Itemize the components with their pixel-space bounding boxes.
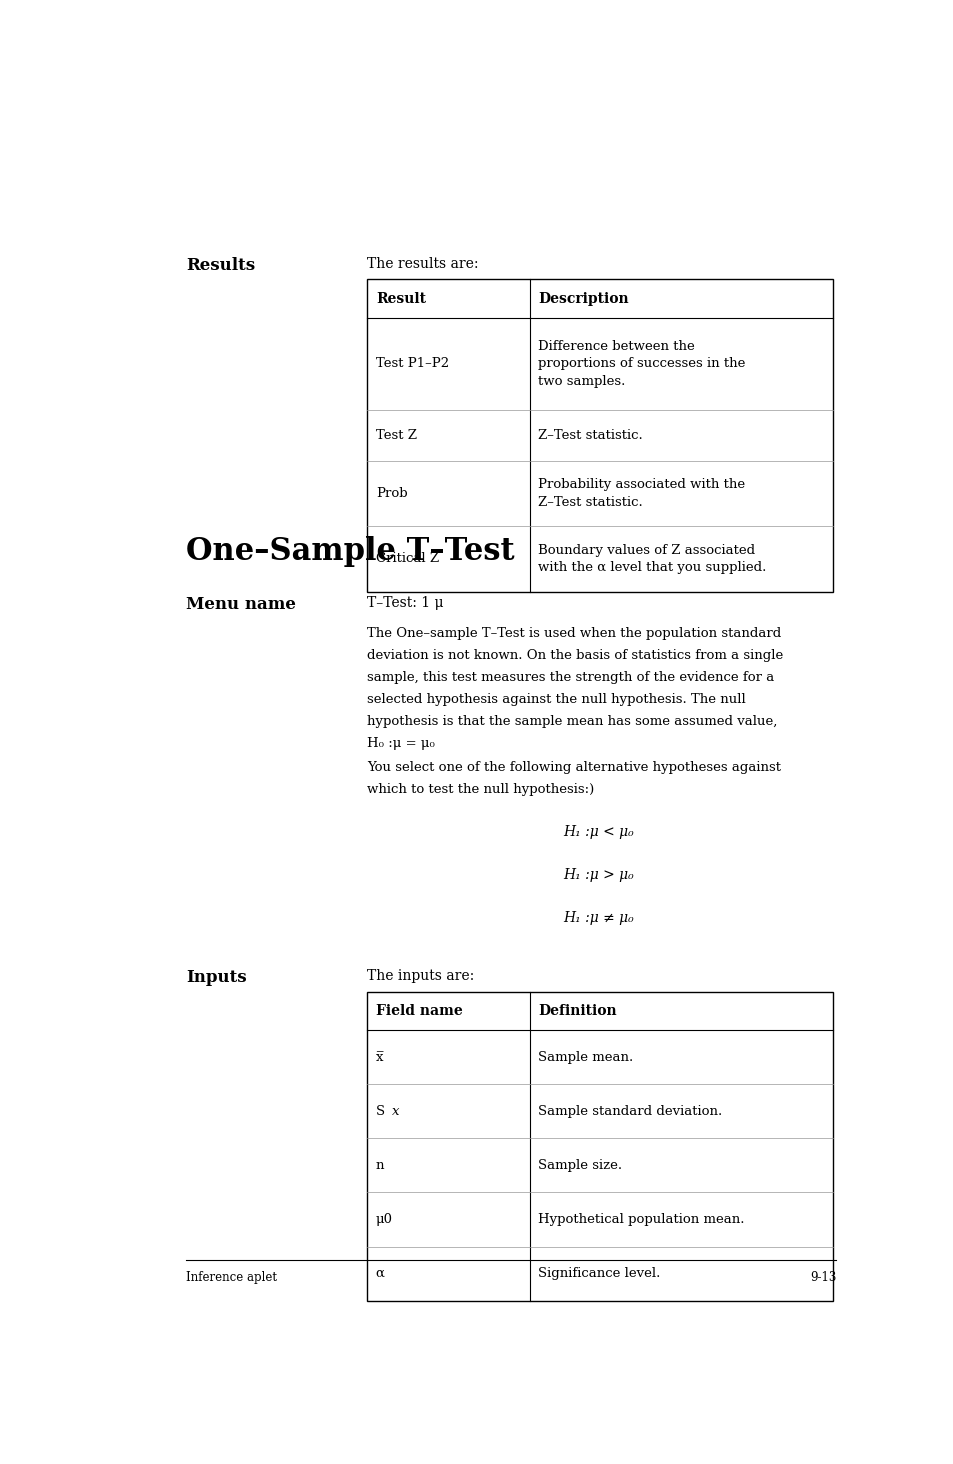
Text: Z–Test statistic.: Z–Test statistic. <box>537 496 642 509</box>
Text: You select one of the following alternative hypotheses against: You select one of the following alternat… <box>367 761 781 774</box>
Text: Definition: Definition <box>537 1004 617 1017</box>
Text: Sample mean.: Sample mean. <box>537 1051 633 1064</box>
Text: n: n <box>375 1159 384 1171</box>
Text: The results are:: The results are: <box>367 256 478 271</box>
Text: deviation is not known. On the basis of statistics from a single: deviation is not known. On the basis of … <box>367 649 782 662</box>
Bar <box>367 280 832 591</box>
Text: hypothesis is that the sample mean has some assumed value,: hypothesis is that the sample mean has s… <box>367 714 777 728</box>
Text: Z–Test statistic.: Z–Test statistic. <box>537 429 642 442</box>
Text: Menu name: Menu name <box>186 596 295 613</box>
Text: with the α level that you supplied.: with the α level that you supplied. <box>537 561 766 574</box>
Bar <box>367 280 832 591</box>
Text: Field name: Field name <box>375 1004 462 1017</box>
Text: Hypothetical population mean.: Hypothetical population mean. <box>537 1214 744 1225</box>
Text: Description: Description <box>537 291 628 306</box>
Text: x: x <box>392 1105 399 1118</box>
Text: Result: Result <box>375 291 425 306</box>
Text: The One–sample T–Test is used when the population standard: The One–sample T–Test is used when the p… <box>367 627 781 640</box>
Text: μ0: μ0 <box>375 1214 393 1225</box>
Text: 9-13: 9-13 <box>809 1271 836 1284</box>
Text: selected hypothesis against the null hypothesis. The null: selected hypothesis against the null hyp… <box>367 692 745 706</box>
Text: Sample size.: Sample size. <box>537 1159 622 1171</box>
Text: Probability associated with the: Probability associated with the <box>537 479 745 492</box>
Text: α: α <box>375 1268 384 1280</box>
Text: Sample standard deviation.: Sample standard deviation. <box>537 1105 722 1118</box>
Text: One–Sample T–Test: One–Sample T–Test <box>186 536 514 568</box>
Text: The inputs are:: The inputs are: <box>367 969 474 984</box>
Text: proportions of successes in the: proportions of successes in the <box>537 357 745 370</box>
Text: two samples.: two samples. <box>537 375 625 388</box>
Text: Inference aplet: Inference aplet <box>186 1271 276 1284</box>
Text: H₀ :μ = μ₀: H₀ :μ = μ₀ <box>367 736 435 750</box>
Text: S: S <box>375 1105 384 1118</box>
Text: Prob: Prob <box>375 488 407 501</box>
Text: x̅: x̅ <box>375 1051 383 1064</box>
Text: H₁ :μ ≠ μ₀: H₁ :μ ≠ μ₀ <box>562 911 633 925</box>
Text: Results: Results <box>186 256 254 274</box>
Text: sample, this test measures the strength of the evidence for a: sample, this test measures the strength … <box>367 671 774 684</box>
Bar <box>367 991 832 1300</box>
Text: T–Test: 1 μ: T–Test: 1 μ <box>367 596 443 610</box>
Text: H₁ :μ < μ₀: H₁ :μ < μ₀ <box>562 826 633 839</box>
Text: Difference between the: Difference between the <box>537 340 695 353</box>
Bar <box>367 991 832 1300</box>
Text: Critical Z: Critical Z <box>375 552 438 565</box>
Text: Inputs: Inputs <box>186 969 246 987</box>
Text: Significance level.: Significance level. <box>537 1268 660 1280</box>
Text: Boundary values of Z associated: Boundary values of Z associated <box>537 543 755 556</box>
Text: Test P1–P2: Test P1–P2 <box>375 357 449 370</box>
Text: Test Z: Test Z <box>375 429 416 442</box>
Text: H₁ :μ > μ₀: H₁ :μ > μ₀ <box>562 868 633 881</box>
Text: which to test the null hypothesis:): which to test the null hypothesis:) <box>367 783 594 796</box>
